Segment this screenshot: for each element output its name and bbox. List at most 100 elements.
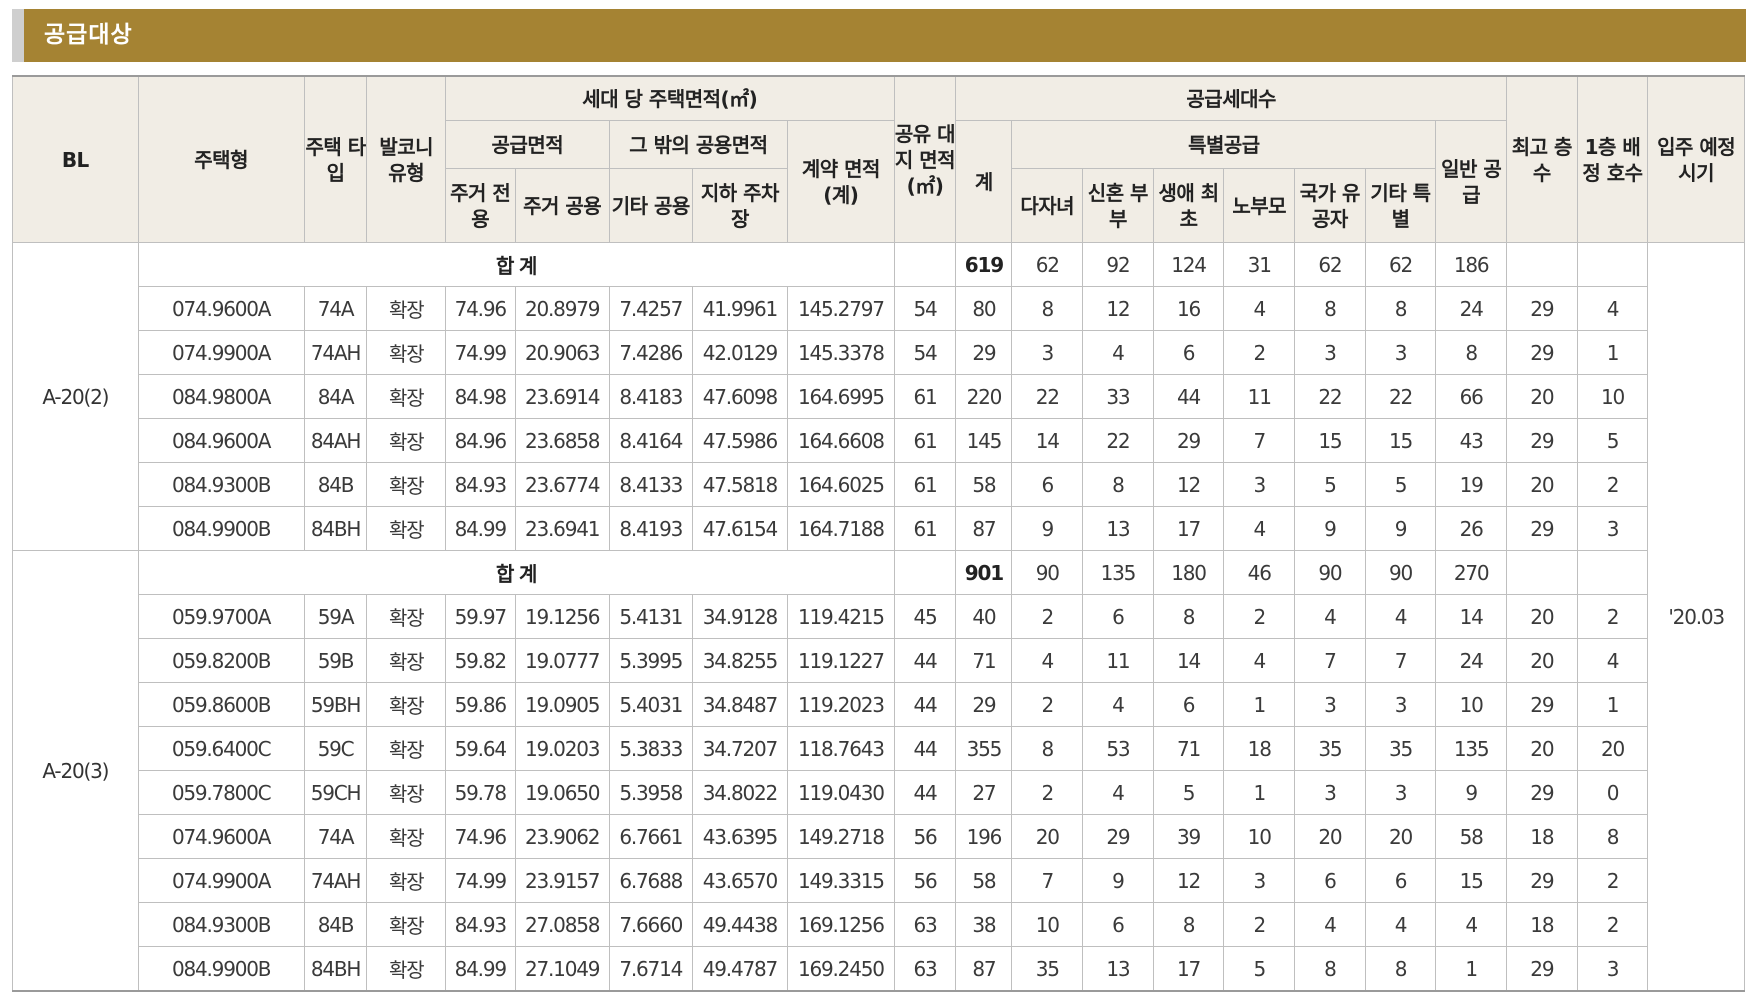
other-shared-cell: 7.6714 xyxy=(608,946,693,992)
residential-common-cell: 19.0905 xyxy=(514,682,610,727)
housing-type-cell: 084.9900B xyxy=(137,946,305,992)
newlywed-cell: 13 xyxy=(1082,946,1154,992)
exclusive-area-cell: 59.64 xyxy=(444,726,516,771)
house-type-cell: 84B xyxy=(303,902,368,947)
underground-parking-cell: 49.4438 xyxy=(691,902,789,947)
elderly-parents-cell: 11 xyxy=(1223,374,1296,419)
total-units-cell: 355 xyxy=(955,726,1013,771)
other-shared-cell: 8.4133 xyxy=(608,462,693,507)
first-time-cell: 16 xyxy=(1152,286,1225,331)
exclusive-area-cell: 74.96 xyxy=(444,286,516,331)
summary-first-time: 124 xyxy=(1152,242,1225,287)
first-time-cell: 17 xyxy=(1152,506,1225,551)
move-in-date: '20.03 xyxy=(1647,242,1745,992)
max-floors-cell: 18 xyxy=(1506,814,1578,859)
house-type-cell: 74A xyxy=(303,814,368,859)
contract-area-cell: 149.3315 xyxy=(787,858,895,903)
table-row: 074.9600A 74A 확장 74.96 20.8979 7.4257 41.9961 1… xyxy=(13,286,1745,331)
house-type-cell: 84BH xyxy=(303,946,368,992)
exclusive-area-cell: 59.82 xyxy=(444,638,516,683)
multi-child-cell: 3 xyxy=(1011,330,1084,375)
summary-general: 186 xyxy=(1435,242,1507,287)
header-balcony: 발코니 유형 xyxy=(366,75,446,243)
residential-common-cell: 19.0203 xyxy=(514,726,610,771)
house-type-cell: 59A xyxy=(303,594,368,639)
contract-area-cell: 164.6025 xyxy=(787,462,895,507)
elderly-parents-cell: 1 xyxy=(1223,682,1296,727)
other-special-cell: 4 xyxy=(1364,594,1437,639)
other-special-cell: 3 xyxy=(1364,770,1437,815)
land-area-cell: 61 xyxy=(893,374,957,419)
house-type-cell: 84AH xyxy=(303,418,368,463)
general-supply-cell: 58 xyxy=(1435,814,1507,859)
max-floors-cell: 20 xyxy=(1506,726,1578,771)
residential-common-cell: 23.6941 xyxy=(514,506,610,551)
header-elderly-parents: 노부모 xyxy=(1223,168,1296,243)
header-land-area: 공유 대지 면적 (㎡) xyxy=(893,75,957,243)
land-area-cell: 61 xyxy=(893,506,957,551)
other-shared-cell: 5.3995 xyxy=(608,638,693,683)
multi-child-cell: 4 xyxy=(1011,638,1084,683)
exclusive-area-cell: 84.93 xyxy=(444,462,516,507)
underground-parking-cell: 34.8255 xyxy=(691,638,789,683)
exclusive-area-cell: 84.99 xyxy=(444,506,516,551)
header-contract-area: 계약 면적 (계) xyxy=(787,120,895,243)
exclusive-area-cell: 84.99 xyxy=(444,946,516,992)
general-supply-cell: 24 xyxy=(1435,286,1507,331)
balcony-cell: 확장 xyxy=(366,902,446,947)
first-time-cell: 29 xyxy=(1152,418,1225,463)
total-units-cell: 29 xyxy=(955,330,1013,375)
veterans-cell: 6 xyxy=(1294,858,1366,903)
house-type-cell: 59BH xyxy=(303,682,368,727)
newlywed-cell: 8 xyxy=(1082,462,1154,507)
general-supply-cell: 26 xyxy=(1435,506,1507,551)
table-row: 074.9600A 74A 확장 74.96 23.9062 6.7661 43.6395 1… xyxy=(13,814,1745,859)
land-area-cell: 44 xyxy=(893,726,957,771)
multi-child-cell: 6 xyxy=(1011,462,1084,507)
first-floor-units-cell: 3 xyxy=(1576,946,1649,992)
general-supply-cell: 24 xyxy=(1435,638,1507,683)
header-house-type: 주택 타입 xyxy=(303,75,368,243)
total-units-cell: 196 xyxy=(955,814,1013,859)
total-units-cell: 27 xyxy=(955,770,1013,815)
balcony-cell: 확장 xyxy=(366,506,446,551)
other-special-cell: 3 xyxy=(1364,330,1437,375)
exclusive-area-cell: 59.86 xyxy=(444,682,516,727)
house-type-cell: 59CH xyxy=(303,770,368,815)
total-units-cell: 87 xyxy=(955,946,1013,992)
housing-type-cell: 074.9900A xyxy=(137,858,305,903)
first-floor-units-cell: 4 xyxy=(1576,638,1649,683)
other-special-cell: 7 xyxy=(1364,638,1437,683)
header-first-floor-units: 1층 배정 호수 xyxy=(1576,75,1649,243)
newlywed-cell: 29 xyxy=(1082,814,1154,859)
newlywed-cell: 33 xyxy=(1082,374,1154,419)
other-special-cell: 4 xyxy=(1364,902,1437,947)
table-row: 074.9900A 74AH 확장 74.99 20.9063 7.4286 42.0129… xyxy=(13,330,1745,375)
housing-type-cell: 084.9300B xyxy=(137,462,305,507)
first-floor-units-cell: 20 xyxy=(1576,726,1649,771)
header-bl: BL xyxy=(12,75,139,243)
land-area-cell: 63 xyxy=(893,946,957,992)
housing-type-cell: 059.7800C xyxy=(137,770,305,815)
exclusive-area-cell: 59.97 xyxy=(444,594,516,639)
land-area-cell: 44 xyxy=(893,638,957,683)
elderly-parents-cell: 3 xyxy=(1223,858,1296,903)
newlywed-cell: 4 xyxy=(1082,682,1154,727)
land-area-cell: 61 xyxy=(893,418,957,463)
veterans-cell: 8 xyxy=(1294,286,1366,331)
multi-child-cell: 8 xyxy=(1011,726,1084,771)
other-special-cell: 9 xyxy=(1364,506,1437,551)
total-units-cell: 80 xyxy=(955,286,1013,331)
max-floors-cell: 29 xyxy=(1506,506,1578,551)
housing-type-cell: 084.9900B xyxy=(137,506,305,551)
newlywed-cell: 9 xyxy=(1082,858,1154,903)
multi-child-cell: 2 xyxy=(1011,770,1084,815)
summary-veterans: 90 xyxy=(1294,550,1366,595)
contract-area-cell: 169.2450 xyxy=(787,946,895,992)
newlywed-cell: 12 xyxy=(1082,286,1154,331)
table-row: 084.9300B 84B 확장 84.93 27.0858 7.6660 49.4438 1… xyxy=(13,902,1745,947)
multi-child-cell: 10 xyxy=(1011,902,1084,947)
housing-type-cell: 074.9600A xyxy=(137,286,305,331)
first-floor-units-cell: 1 xyxy=(1576,682,1649,727)
other-shared-cell: 6.7661 xyxy=(608,814,693,859)
